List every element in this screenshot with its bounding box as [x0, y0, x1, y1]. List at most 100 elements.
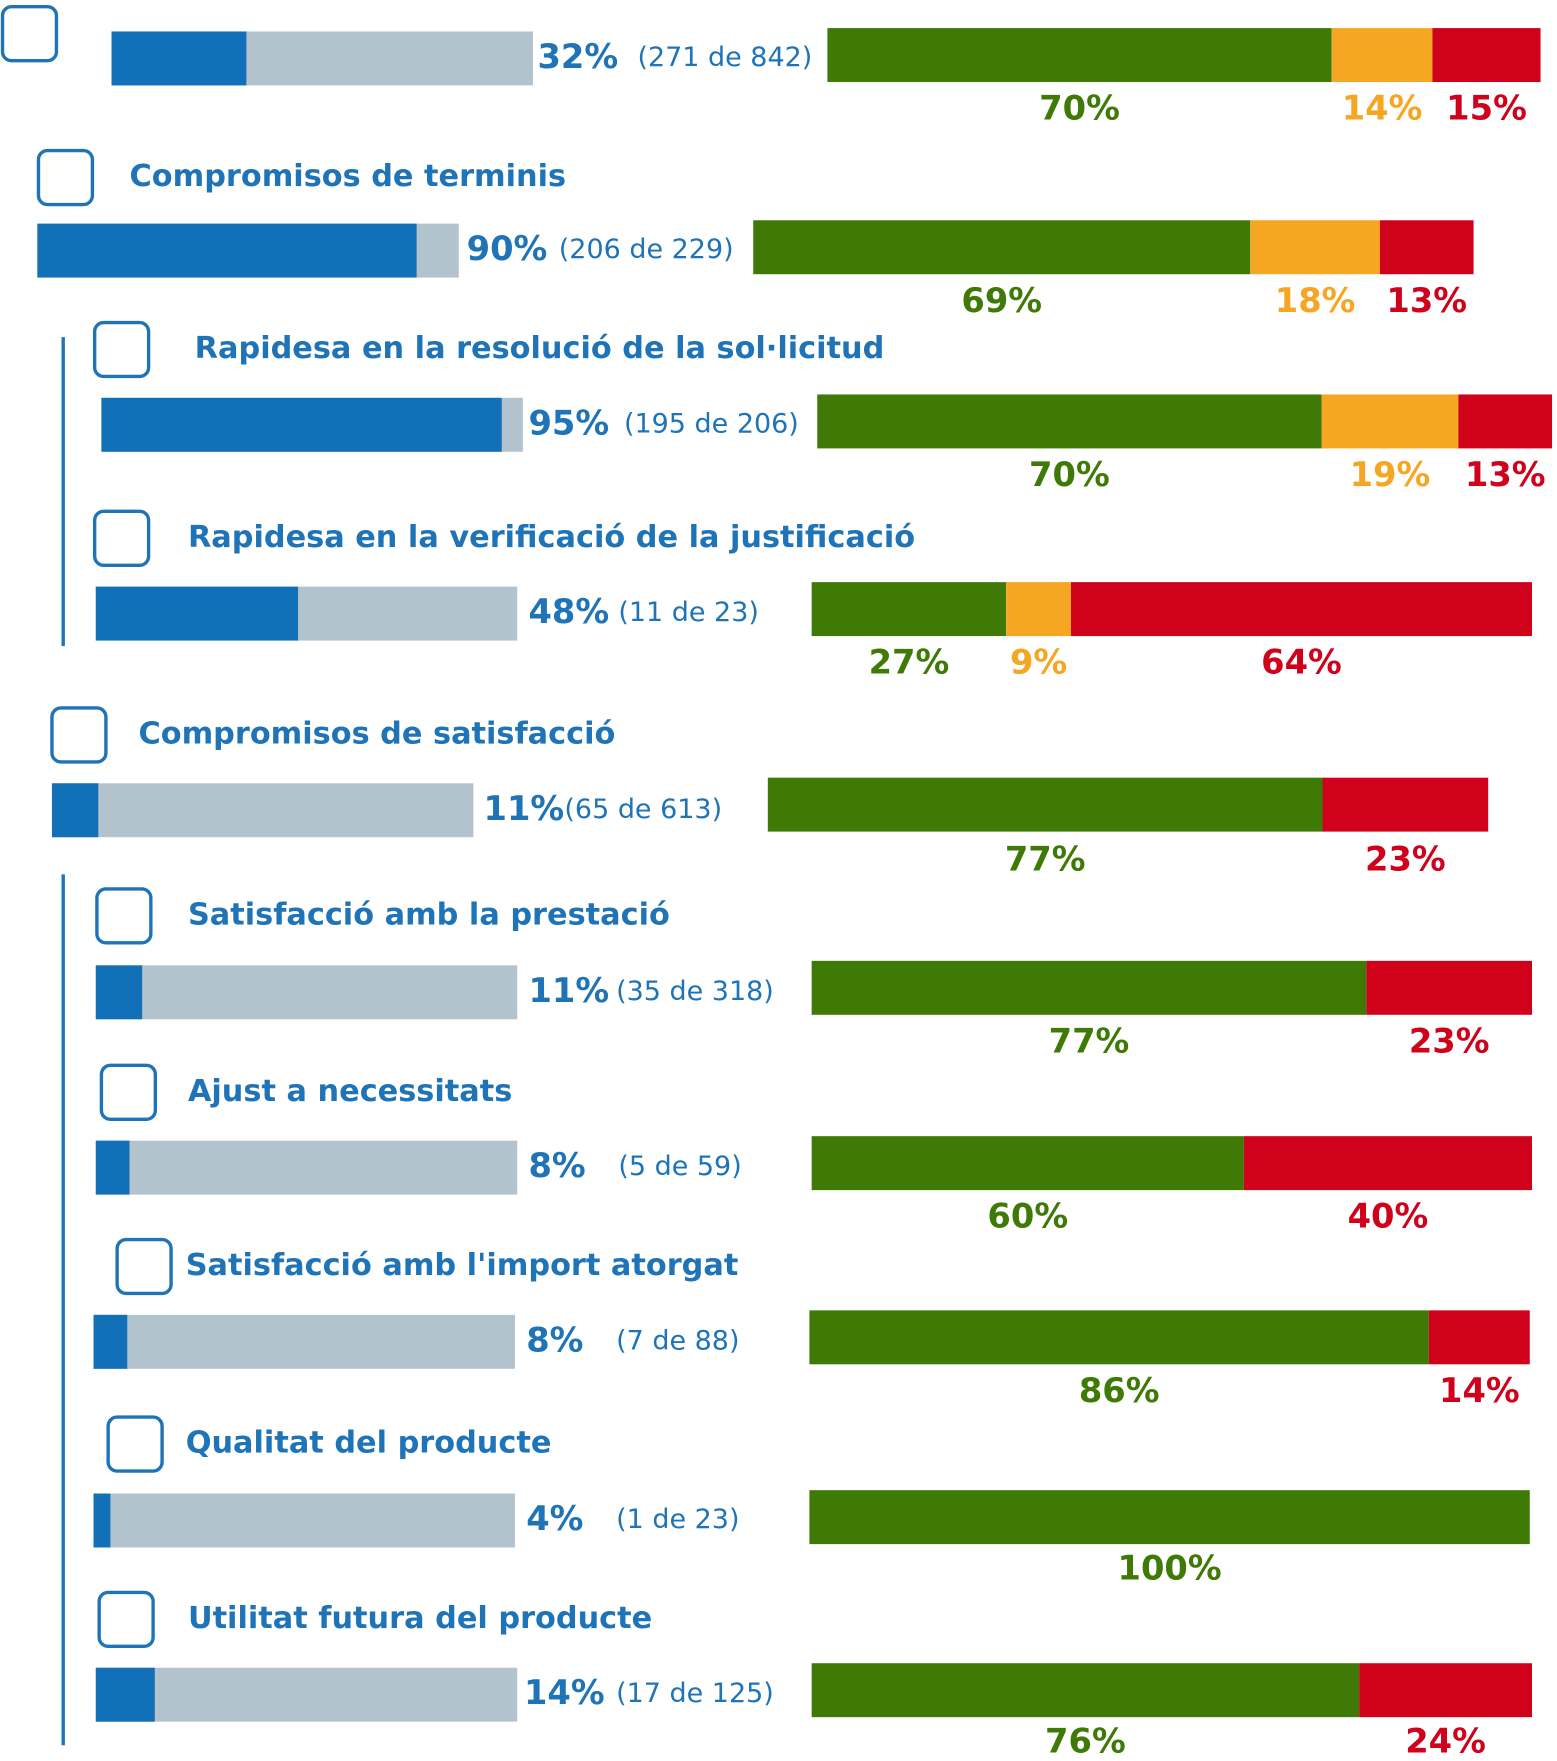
percent-label: 11%	[484, 789, 565, 828]
bar-track	[95, 1140, 518, 1195]
segment	[1322, 777, 1489, 832]
segment-label: 14%	[1342, 89, 1423, 128]
segment-label: 69%	[961, 281, 1042, 320]
percent-label: 32%	[537, 37, 618, 76]
segment	[767, 777, 1323, 832]
segment-label: 13%	[1465, 455, 1546, 494]
segment-label: 9%	[1010, 643, 1067, 682]
icon	[95, 887, 153, 945]
row-title: Ajust a necessitats	[188, 1074, 512, 1109]
count-label: (65 de 613)	[564, 794, 722, 825]
segment	[1321, 394, 1459, 449]
percent-label: 48%	[528, 592, 609, 631]
row-title: Rapidesa en la resolució de la sol·licit…	[195, 331, 885, 366]
icon	[36, 148, 95, 207]
segment	[1331, 28, 1433, 83]
segment	[809, 1310, 1429, 1365]
segment	[1458, 394, 1553, 449]
segment-label: 18%	[1275, 281, 1356, 320]
segment-label: 70%	[1029, 455, 1110, 494]
count-label: (271 de 842)	[637, 42, 812, 73]
segment-label: 77%	[1049, 1021, 1130, 1060]
segment	[809, 1490, 1530, 1545]
segment	[1379, 220, 1474, 275]
row-title: Compromisos de terminis	[130, 159, 567, 194]
percent-label: 95%	[528, 403, 609, 442]
segment	[1366, 960, 1533, 1015]
segment	[1432, 28, 1541, 83]
segment-label: 64%	[1261, 643, 1342, 682]
segment-label: 100%	[1118, 1548, 1222, 1587]
row-title: Satisfacció amb l'import atorgat	[186, 1248, 739, 1283]
segment	[811, 1136, 1244, 1191]
bar	[111, 31, 247, 86]
bar	[95, 1667, 155, 1722]
icon	[50, 706, 108, 764]
bar-track	[95, 1667, 518, 1722]
percent-label: 4%	[526, 1499, 583, 1538]
bar	[37, 223, 417, 278]
segment-label: 40%	[1348, 1197, 1429, 1236]
segment	[1428, 1310, 1530, 1365]
segment-label: 13%	[1386, 281, 1467, 320]
segment-label: 19%	[1350, 455, 1431, 494]
row-title: Rapidesa en la verificació de la justifi…	[188, 520, 915, 555]
bar-track	[93, 1314, 515, 1369]
segment-label: 24%	[1405, 1722, 1486, 1761]
segment	[1359, 1663, 1533, 1718]
bar	[51, 783, 99, 838]
segment-label: 27%	[869, 643, 950, 682]
segment	[811, 582, 1007, 637]
icon	[106, 1415, 164, 1473]
percent-label: 8%	[528, 1146, 585, 1185]
row-title: Qualitat del producte	[186, 1426, 552, 1461]
bar-track	[93, 1493, 515, 1548]
count-label: (206 de 229)	[559, 234, 734, 265]
bar	[93, 1493, 111, 1548]
segment	[1250, 220, 1380, 275]
segment	[811, 960, 1367, 1015]
count-label: (195 de 206)	[624, 408, 799, 439]
icon	[92, 509, 151, 567]
count-label: (11 de 23)	[618, 597, 759, 628]
segment	[1243, 1136, 1533, 1191]
segment-label: 76%	[1045, 1722, 1126, 1761]
segment	[811, 1663, 1360, 1718]
segment-label: 86%	[1079, 1371, 1160, 1410]
percent-label: 8%	[526, 1320, 583, 1359]
bar	[95, 1140, 130, 1195]
segment	[1006, 582, 1071, 637]
bar	[95, 586, 299, 641]
bar	[101, 397, 502, 452]
row-title: Satisfacció amb la prestació	[188, 897, 670, 932]
segment-label: 77%	[1005, 839, 1086, 878]
percent-label: 90%	[467, 229, 548, 268]
row-title: Utilitat futura del producte	[188, 1601, 652, 1636]
segment-label: 23%	[1365, 839, 1446, 878]
icon	[115, 1237, 173, 1296]
percent-label: 11%	[528, 971, 609, 1010]
row-title: Compromisos de satisfacció	[138, 716, 615, 751]
segment-label: 70%	[1039, 89, 1120, 128]
segment	[817, 394, 1322, 449]
percent-label: 14%	[524, 1673, 605, 1712]
icon	[97, 1590, 155, 1649]
count-label: (7 de 88)	[616, 1325, 739, 1356]
segment-label: 14%	[1439, 1371, 1520, 1410]
segment	[1070, 582, 1533, 637]
segment	[827, 28, 1332, 83]
count-label: (1 de 23)	[616, 1504, 739, 1535]
segment-label: 60%	[987, 1197, 1068, 1236]
segment	[753, 220, 1251, 275]
count-label: (5 de 59)	[618, 1151, 741, 1182]
icon	[92, 320, 151, 379]
bar	[93, 1314, 128, 1369]
segment-label: 15%	[1446, 89, 1527, 128]
icon	[99, 1063, 158, 1121]
count-label: (17 de 125)	[616, 1678, 774, 1709]
icon	[0, 5, 59, 63]
bar-track	[95, 965, 518, 1020]
count-label: (35 de 318)	[616, 976, 774, 1007]
segment-label: 23%	[1409, 1021, 1490, 1060]
